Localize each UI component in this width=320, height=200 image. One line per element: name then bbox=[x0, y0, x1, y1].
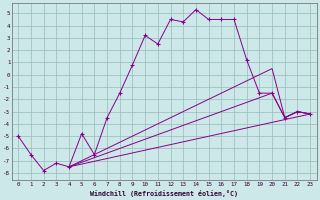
X-axis label: Windchill (Refroidissement éolien,°C): Windchill (Refroidissement éolien,°C) bbox=[90, 190, 238, 197]
